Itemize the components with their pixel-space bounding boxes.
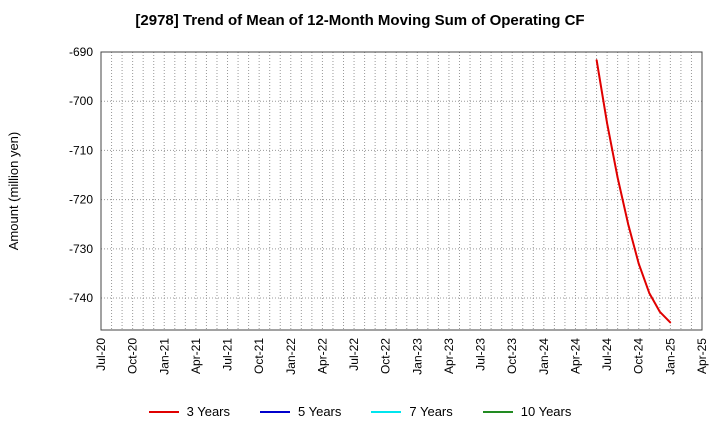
x-tick-label: Oct-24 [632, 338, 646, 374]
legend-label: 5 Years [298, 404, 342, 419]
legend-item: 10 Years [482, 404, 572, 419]
x-tick-label: Jul-24 [600, 338, 614, 371]
y-tick-label: -730 [69, 242, 93, 256]
grid [101, 51, 702, 330]
y-tick-label: -700 [69, 94, 93, 108]
y-axis-ticks: -690 -700 -710 -720 -730 -740 [69, 45, 93, 305]
legend-label: 7 Years [409, 404, 453, 419]
series-layer [595, 59, 672, 324]
x-tick-label: Jan-24 [537, 338, 551, 375]
data-point [659, 310, 661, 313]
chart-title: [2978] Trend of Mean of 12-Month Moving … [135, 12, 585, 29]
x-tick-label: Oct-23 [505, 338, 519, 374]
data-point [595, 59, 598, 61]
plot-frame [100, 51, 703, 331]
legend-item: 7 Years [371, 404, 453, 419]
data-point [627, 223, 629, 226]
x-tick-label: Jul-20 [94, 338, 108, 371]
data-point [637, 262, 640, 265]
x-tick-label: Jul-23 [474, 338, 488, 371]
x-tick-label: Apr-21 [189, 338, 203, 374]
data-point [606, 122, 608, 125]
legend-item: 3 Years [148, 404, 230, 419]
data-point [669, 321, 672, 324]
x-tick-label: Oct-20 [126, 338, 140, 374]
legend-swatch [482, 410, 513, 413]
x-axis-ticks: Jul-20 Oct-20 Jan-21 Apr-21 Jul-21 Oct-21 Jan-… [94, 338, 709, 375]
legend-item: 5 Years [260, 404, 341, 419]
data-point [616, 176, 619, 179]
x-tick-label: Jan-25 [663, 338, 677, 375]
legend-label: 10 Years [520, 404, 572, 419]
x-tick-label: Apr-25 [695, 338, 709, 374]
legend-swatch [371, 410, 402, 413]
x-tick-label: Apr-23 [442, 338, 456, 374]
x-tick-label: Jan-21 [157, 338, 171, 375]
y-tick-label: -720 [69, 193, 93, 207]
legend: 3 Years 5 Years 7 Years 10 Years [0, 404, 720, 419]
x-tick-label: Oct-21 [252, 338, 266, 374]
legend-label: 3 Years [186, 404, 230, 419]
x-tick-label: Apr-22 [315, 338, 329, 374]
x-tick-label: Jul-21 [221, 338, 235, 371]
y-tick-label: -690 [69, 45, 93, 59]
legend-swatch [260, 410, 290, 413]
x-tick-label: Jan-23 [410, 338, 424, 375]
series-line-3-years [595, 59, 672, 324]
x-tick-label: Jan-22 [284, 338, 298, 375]
x-tick-label: Apr-24 [568, 338, 582, 374]
y-axis-title: Amount (million yen) [6, 132, 21, 251]
y-tick-label: -710 [69, 143, 93, 157]
x-tick-label: Oct-22 [379, 338, 393, 374]
x-tick-label: Jul-22 [347, 338, 361, 371]
data-point [648, 292, 651, 294]
y-tick-label: -740 [69, 291, 93, 305]
legend-swatch [148, 410, 179, 413]
